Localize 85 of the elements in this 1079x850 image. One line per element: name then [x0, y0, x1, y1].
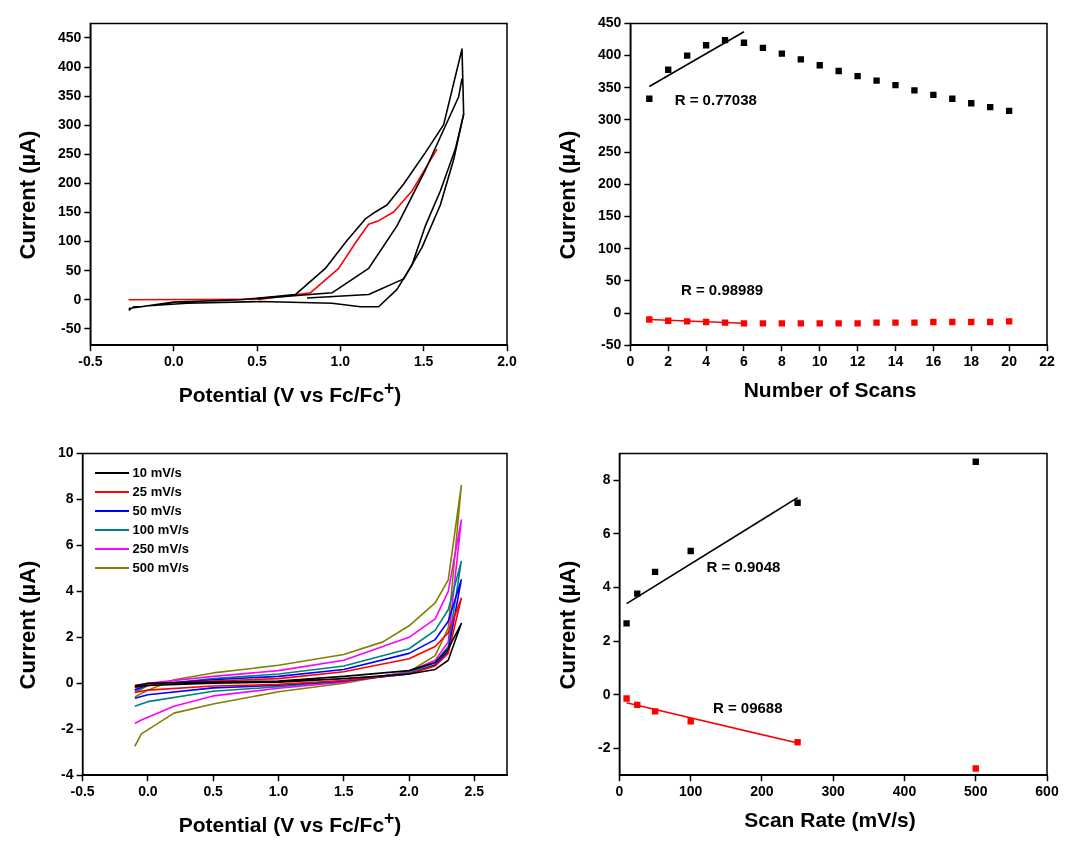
- y-tick-label: 300: [598, 110, 622, 127]
- y-tick-label: 6: [602, 524, 611, 541]
- y-tick-label: 350: [58, 87, 82, 103]
- y-tick-label: 0: [73, 290, 82, 307]
- y-axis-title: Current (µA): [15, 560, 41, 690]
- y-tick-label: 100: [598, 239, 622, 256]
- y-tick-label: 8: [65, 490, 74, 507]
- legend-label: 100 mV/s: [132, 521, 189, 540]
- x-tick-label: 12: [849, 353, 866, 370]
- x-tick-label: 1.5: [334, 783, 354, 800]
- x-tick-label: 0.0: [163, 353, 184, 370]
- y-tick-label: 250: [598, 142, 622, 159]
- x-tick-label: 14: [887, 353, 904, 370]
- x-tick-label: 500: [964, 783, 988, 800]
- x-tick-label: 6: [740, 353, 749, 370]
- x-tick-label: 1.0: [268, 783, 289, 800]
- x-axis-title: Scan Rate (mV/s): [743, 808, 917, 832]
- x-tick-label: 2: [664, 353, 673, 370]
- annotation: R = 0.77038: [674, 90, 757, 108]
- y-tick-label: 100: [58, 232, 82, 249]
- y-axis-title: Current (µA): [555, 560, 581, 690]
- y-tick-label: 0: [602, 685, 611, 702]
- y-tick-label: 250: [58, 145, 82, 162]
- x-tick-label: 300: [821, 783, 846, 800]
- x-tick-label: 22: [1039, 353, 1055, 370]
- x-tick-label: 16: [925, 353, 942, 370]
- x-tick-label: 100: [679, 783, 703, 800]
- x-tick-label: 18: [963, 353, 980, 370]
- x-tick-label: 2.0: [399, 783, 419, 800]
- x-tick-label: 600: [1035, 783, 1059, 800]
- y-axis-title: Current (µA): [15, 130, 41, 260]
- y-tick-label: 4: [602, 578, 611, 595]
- y-tick-label: 300: [58, 116, 82, 133]
- legend-label: 500 mV/s: [132, 559, 189, 578]
- annotation: R = 0.98989: [680, 280, 764, 298]
- y-tick-label: 350: [598, 78, 622, 95]
- y-tick-label: 50: [65, 261, 82, 278]
- x-tick-label: 0: [626, 353, 635, 370]
- y-tick-label: 450: [598, 14, 622, 31]
- y-tick-label: 10: [57, 444, 74, 461]
- y-axis-title: Current (µA): [555, 130, 581, 260]
- y-tick-label: 0: [65, 674, 74, 691]
- x-axis-title: Number of Scans: [742, 378, 918, 402]
- y-tick-label: 400: [58, 57, 82, 74]
- y-tick-label: 150: [58, 203, 82, 220]
- y-tick-label: -50: [61, 319, 82, 336]
- legend-label: 250 mV/s: [132, 540, 189, 559]
- y-tick-label: 8: [602, 471, 611, 488]
- y-tick-label: 400: [598, 46, 622, 63]
- x-tick-label: -0.5: [78, 353, 103, 370]
- x-tick-label: 0.5: [247, 353, 267, 370]
- y-tick-label: 150: [598, 207, 622, 224]
- y-tick-label: 2: [602, 631, 611, 648]
- y-tick-label: -2: [598, 739, 611, 756]
- y-tick-label: 4: [65, 582, 74, 599]
- x-tick-label: 200: [750, 783, 774, 800]
- x-tick-label: 1.0: [330, 353, 351, 370]
- y-tick-label: 200: [58, 174, 82, 191]
- y-tick-label: 50: [605, 271, 622, 288]
- legend-label: 50 mV/s: [132, 502, 182, 521]
- x-tick-label: 0.5: [203, 783, 224, 800]
- y-tick-label: -50: [601, 336, 622, 353]
- x-tick-label: 2.5: [464, 783, 485, 800]
- x-axis-title: Potential (V vs Fc/Fc$^{+}$): [177, 808, 403, 837]
- y-tick-label: 200: [598, 175, 622, 192]
- y-tick-label: 0: [613, 303, 622, 320]
- y-tick-label: 2: [65, 628, 74, 645]
- x-tick-label: 20: [1001, 353, 1018, 370]
- x-tick-label: 0.0: [138, 783, 158, 800]
- y-tick-label: 6: [65, 536, 74, 553]
- legend-label: 10 mV/s: [132, 464, 182, 483]
- x-tick-label: 400: [892, 783, 917, 800]
- x-axis-title: Potential (V vs Fc/Fc$^{+}$): [177, 378, 403, 407]
- x-tick-label: 8: [777, 353, 786, 370]
- y-tick-label: -4: [61, 766, 74, 783]
- annotation: R = 0.9048: [706, 557, 781, 575]
- x-tick-label: 10: [811, 353, 828, 370]
- y-tick-label: 450: [58, 28, 82, 45]
- x-tick-label: 1.5: [413, 353, 434, 370]
- legend-label: 25 mV/s: [132, 483, 182, 502]
- x-tick-label: -0.5: [70, 783, 95, 800]
- annotation: R = 09688: [712, 699, 783, 717]
- x-tick-label: 2.0: [497, 353, 517, 370]
- y-tick-label: -2: [61, 720, 74, 737]
- x-tick-label: 4: [702, 353, 711, 370]
